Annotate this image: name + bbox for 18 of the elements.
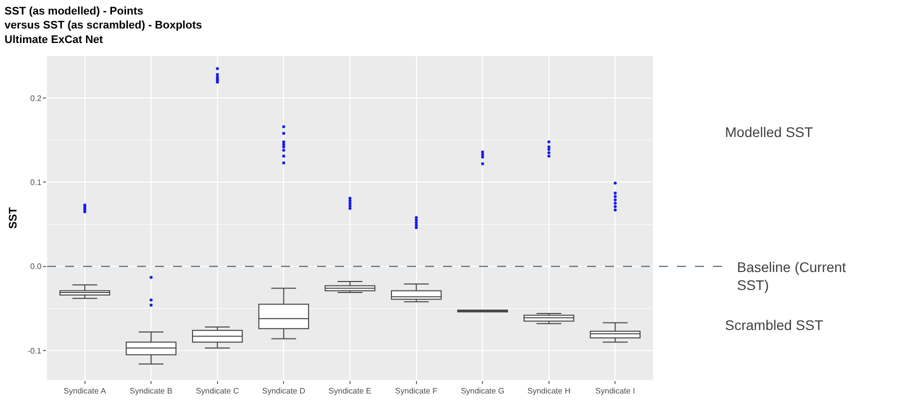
- x-tick-label: Syndicate I: [595, 386, 635, 396]
- y-tick-label: 0.2: [30, 94, 42, 103]
- x-tick-label: Syndicate H: [527, 386, 571, 396]
- x-tick-label: Syndicate E: [328, 386, 372, 396]
- ref-line-label: Baseline (Current SST): [737, 259, 846, 294]
- y-tick-label: 0.0: [30, 262, 42, 272]
- x-tick-label: Syndicate B: [130, 386, 172, 396]
- y-tick-label: -0.1: [28, 346, 42, 356]
- chart-title: SST (as modelled) - Points versus SST (as scrambled) - Boxplots Ultimate ExCat Net: [4, 5, 202, 46]
- x-tick-label: Syndicate G: [460, 386, 504, 396]
- y-tick-label: 0.1: [30, 178, 42, 188]
- y-axis-title: SST: [7, 207, 20, 229]
- text: Scrambled SST: [725, 317, 824, 333]
- x-tick-label: Syndicate F: [395, 386, 438, 396]
- x-tick-label: Syndicate A: [64, 386, 107, 396]
- text: Modelled SST: [725, 124, 814, 140]
- x-tick-label: Syndicate D: [262, 386, 306, 396]
- x-tick-label: Syndicate C: [196, 386, 240, 396]
